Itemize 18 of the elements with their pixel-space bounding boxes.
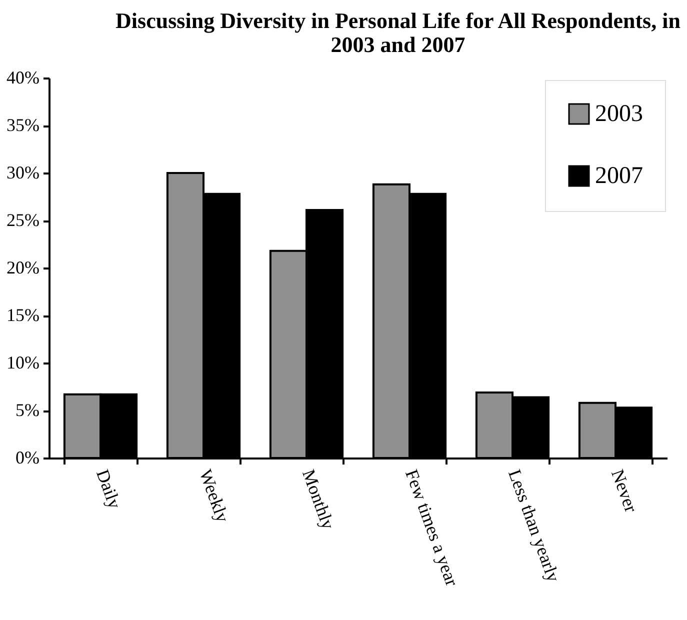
y-tick-label: 0% (16, 448, 40, 468)
y-tick-label: 10% (6, 352, 40, 372)
x-tick-label: Weekly (196, 466, 233, 525)
y-tick-label: 25% (6, 210, 40, 230)
y-tick-label: 30% (6, 162, 40, 182)
x-tick-label: Never (608, 466, 642, 515)
legend-label: 2003 (595, 101, 643, 127)
chart-title: Discussing Diversity in Personal Life for All Respondents, in 2003 and 2007 (116, 8, 680, 57)
x-tick-label: Less than yearly (504, 466, 564, 584)
y-tick-label: 15% (6, 305, 40, 325)
y-tick-label: 40% (6, 68, 40, 88)
y-tick-label: 5% (16, 400, 40, 420)
y-tick-label: 20% (6, 258, 40, 278)
y-tick-label: 35% (6, 115, 40, 135)
x-tick-label: Daily (92, 466, 126, 512)
x-tick-label: Monthly (298, 466, 339, 532)
legend-label: 2007 (595, 163, 643, 189)
x-tick-label: Few times a year (402, 466, 462, 589)
